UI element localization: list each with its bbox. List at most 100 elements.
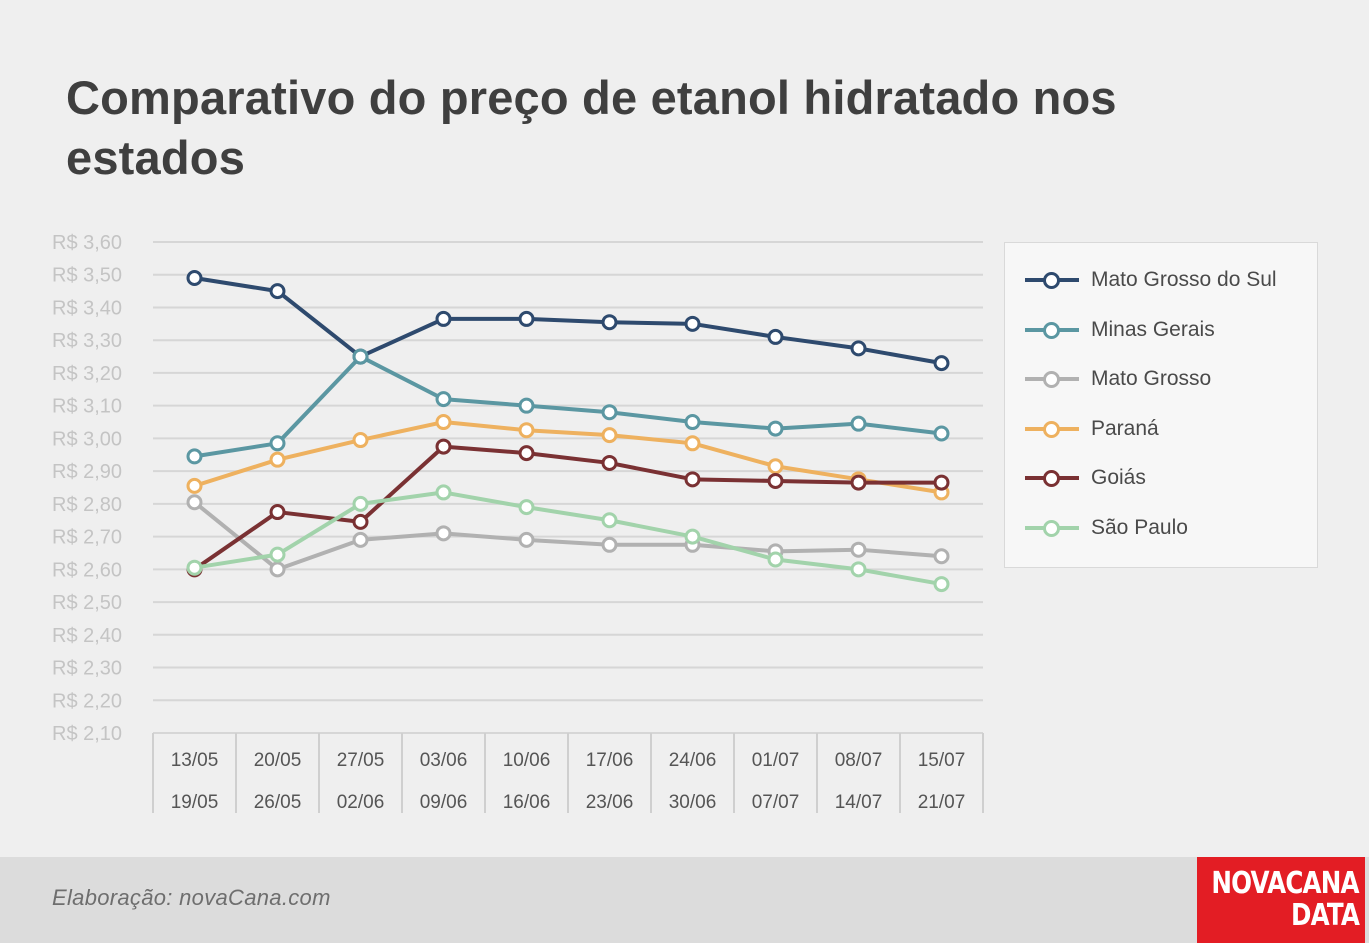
y-tick-label: R$ 2,50 bbox=[52, 592, 122, 614]
data-point bbox=[850, 340, 867, 357]
data-point bbox=[352, 495, 369, 512]
x-category-end: 09/06 bbox=[420, 792, 468, 813]
x-category-start: 17/06 bbox=[586, 750, 634, 771]
x-category-start: 03/06 bbox=[420, 750, 468, 771]
novacana-data-logo: NOVACANA DATA bbox=[1197, 857, 1365, 943]
data-point bbox=[684, 471, 701, 488]
data-point bbox=[186, 270, 203, 287]
data-point bbox=[435, 438, 452, 455]
data-point bbox=[518, 499, 535, 516]
legend-label: São Paulo bbox=[1091, 515, 1188, 539]
data-point bbox=[684, 414, 701, 431]
data-point bbox=[435, 391, 452, 408]
data-point bbox=[933, 576, 950, 593]
line-chart: R$ 3,60 R$ 3,50 R$ 3,40 R$ 3,30 R$ 3,20 R$ 3,… bbox=[52, 232, 984, 813]
x-category-start: 13/05 bbox=[171, 750, 219, 771]
data-point bbox=[601, 536, 618, 553]
data-point bbox=[850, 561, 867, 578]
chart-legend: Mato Grosso do Sul Minas Gerais Mato Gross… bbox=[1004, 242, 1318, 568]
data-point bbox=[767, 458, 784, 475]
legend-label: Goiás bbox=[1091, 466, 1146, 489]
data-point bbox=[352, 432, 369, 449]
x-category-end: 16/06 bbox=[503, 792, 551, 813]
series-line bbox=[192, 276, 944, 366]
data-point bbox=[601, 512, 618, 529]
data-point bbox=[269, 435, 286, 452]
data-point bbox=[352, 531, 369, 548]
data-point bbox=[601, 427, 618, 444]
data-point bbox=[933, 474, 950, 491]
y-tick-label: R$ 3,10 bbox=[52, 396, 122, 418]
legend-swatch bbox=[1023, 513, 1081, 543]
legend-item: Goiás bbox=[1023, 463, 1146, 493]
x-category-end: 07/07 bbox=[752, 792, 800, 813]
data-point bbox=[767, 328, 784, 345]
x-category-end: 02/06 bbox=[337, 792, 385, 813]
x-category-end: 30/06 bbox=[669, 792, 717, 813]
x-category-end: 23/06 bbox=[586, 792, 634, 813]
data-point bbox=[186, 559, 203, 576]
series-line bbox=[192, 490, 944, 587]
data-point bbox=[518, 397, 535, 414]
x-axis-categories: 13/05 19/05 20/05 26/05 27/05 02/06 03/06 09/06… bbox=[152, 733, 984, 813]
legend-item: Minas Gerais bbox=[1023, 315, 1215, 345]
data-point bbox=[518, 310, 535, 327]
data-point bbox=[850, 541, 867, 558]
series-line bbox=[192, 444, 944, 572]
x-category-start: 27/05 bbox=[337, 750, 385, 771]
x-category-start: 20/05 bbox=[254, 750, 302, 771]
legend-item: Paraná bbox=[1023, 414, 1159, 444]
data-point bbox=[518, 422, 535, 439]
data-point bbox=[269, 546, 286, 563]
data-point bbox=[186, 448, 203, 465]
legend-swatch bbox=[1023, 414, 1081, 444]
data-point bbox=[601, 404, 618, 421]
data-point bbox=[767, 420, 784, 437]
data-point bbox=[601, 314, 618, 331]
y-tick-label: R$ 2,60 bbox=[52, 559, 122, 581]
data-point bbox=[269, 504, 286, 521]
series-markers bbox=[186, 270, 950, 593]
data-point bbox=[518, 445, 535, 462]
source-credit: Elaboração: novaCana.com bbox=[52, 885, 331, 910]
y-tick-label: R$ 2,90 bbox=[52, 461, 122, 483]
data-point bbox=[767, 472, 784, 489]
series-lines bbox=[192, 276, 944, 587]
y-tick-label: R$ 2,20 bbox=[52, 690, 122, 712]
data-point bbox=[933, 425, 950, 442]
grid-lines bbox=[153, 241, 983, 734]
y-tick-label: R$ 2,10 bbox=[52, 723, 122, 745]
data-point bbox=[269, 451, 286, 468]
data-point bbox=[601, 454, 618, 471]
data-point bbox=[850, 474, 867, 491]
data-point bbox=[352, 513, 369, 530]
x-category-start: 24/06 bbox=[669, 750, 717, 771]
data-point bbox=[435, 484, 452, 501]
data-point bbox=[933, 548, 950, 565]
legend-label: Minas Gerais bbox=[1091, 317, 1215, 341]
x-category-start: 08/07 bbox=[835, 750, 883, 771]
legend-swatch bbox=[1023, 463, 1081, 493]
x-category-end: 26/05 bbox=[254, 792, 302, 813]
y-tick-label: R$ 2,30 bbox=[52, 658, 122, 680]
y-tick-label: R$ 3,40 bbox=[52, 297, 122, 319]
data-point bbox=[269, 561, 286, 578]
legend-swatch bbox=[1023, 265, 1081, 295]
legend-label: Paraná bbox=[1091, 416, 1159, 440]
y-tick-label: R$ 3,30 bbox=[52, 330, 122, 352]
data-point bbox=[518, 531, 535, 548]
y-tick-label: R$ 2,80 bbox=[52, 494, 122, 516]
series-line bbox=[192, 354, 944, 459]
data-point bbox=[684, 528, 701, 545]
data-point bbox=[435, 525, 452, 542]
series-line bbox=[192, 500, 944, 572]
data-point bbox=[435, 310, 452, 327]
data-point bbox=[684, 315, 701, 332]
legend-item: Mato Grosso do Sul bbox=[1023, 265, 1277, 295]
y-axis-ticks: R$ 3,60 R$ 3,50 R$ 3,40 R$ 3,30 R$ 3,20 R$ 3,… bbox=[52, 232, 122, 745]
chart-title: Comparativo do preço de etanol hidratado… bbox=[66, 71, 1117, 184]
data-point bbox=[933, 355, 950, 372]
legend-swatch bbox=[1023, 315, 1081, 345]
y-tick-label: R$ 3,00 bbox=[52, 428, 122, 450]
data-point bbox=[684, 435, 701, 452]
